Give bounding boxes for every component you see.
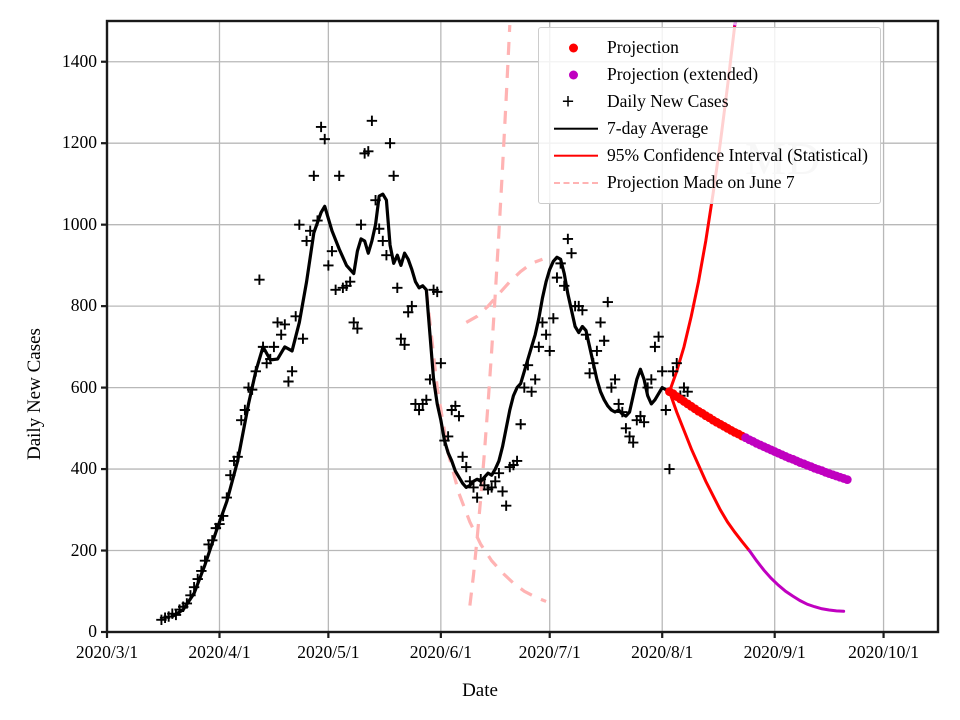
seven-day-average-line (170, 192, 672, 619)
x-tick-label: 2020/7/1 (518, 642, 581, 662)
june7-projection-line (465, 257, 544, 324)
legend-dashed-line-icon (554, 181, 598, 184)
legend-label: 95% Confidence Interval (Statistical) (607, 145, 868, 165)
y-tick-label: 400 (70, 458, 97, 479)
legend-item[interactable]: Projection (extended) (549, 61, 868, 88)
x-tick-label: 2020/9/1 (743, 642, 806, 662)
legend-label: Projection Made on June 7 (607, 172, 795, 192)
legend-item[interactable]: Projection (549, 34, 868, 61)
y-tick-label: 1000 (62, 213, 97, 234)
legend-label: 7-day Average (607, 118, 709, 138)
y-tick-label: 1400 (62, 50, 97, 71)
plot-border (105, 19, 940, 634)
legend-key-line (549, 119, 601, 139)
chart-legend: Projection Projection (extended) + Daily Ne… (538, 27, 881, 204)
legend-label: Daily New Cases (607, 91, 729, 111)
legend-plus-icon: + (561, 90, 575, 113)
legend-key-dot (549, 65, 601, 85)
x-tick-label: 2020/8/1 (631, 642, 694, 662)
y-tick-label: 600 (70, 376, 97, 397)
legend-item[interactable]: Projection Made on June 7 (549, 169, 868, 196)
legend-key-plus: + (549, 90, 601, 113)
axis-ticks (101, 60, 885, 638)
x-tick-label: 2020/5/1 (297, 642, 360, 662)
legend-item[interactable]: + Daily New Cases (549, 88, 868, 115)
legend-line-icon (554, 154, 598, 157)
x-tick-label: 2020/10/1 (848, 642, 920, 662)
x-tick-label: 2020/6/1 (409, 642, 472, 662)
projection-extended-dots (741, 433, 852, 485)
legend-dot-icon (569, 70, 578, 79)
projection-dots (665, 387, 747, 441)
confidence-interval-extended-line (747, 549, 846, 613)
legend-dot-icon (569, 43, 578, 52)
y-axis-label: Daily New Cases (24, 328, 45, 460)
june7-projection-line (424, 289, 547, 603)
legend-key-dot (549, 38, 601, 58)
x-tick-label: 2020/3/1 (75, 642, 139, 662)
legend-item[interactable]: 7-day Average (549, 115, 868, 142)
confidence-interval-line (667, 390, 751, 553)
legend-label: Projection (607, 37, 679, 57)
y-tick-label: 1200 (62, 132, 97, 153)
x-tick-label: 2020/4/1 (188, 642, 251, 662)
x-axis-label: Date (462, 680, 498, 701)
y-tick-label: 800 (70, 295, 97, 316)
data-series-layer (156, 21, 852, 625)
legend-key-line (549, 146, 601, 166)
y-tick-label: 0 (88, 621, 97, 641)
legend-key-dash (549, 173, 601, 193)
legend-label: Projection (extended) (607, 64, 759, 84)
y-tick-label: 200 (70, 539, 97, 560)
legend-line-icon (554, 127, 598, 130)
legend-item[interactable]: 95% Confidence Interval (Statistical) (549, 142, 868, 169)
